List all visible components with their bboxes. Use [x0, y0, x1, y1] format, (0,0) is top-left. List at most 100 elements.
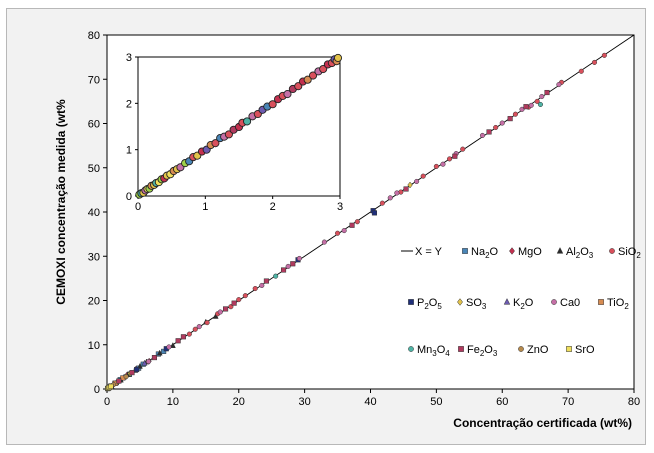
- legend-marker-al2o3: [556, 247, 564, 254]
- legend-marker-sro: [566, 346, 572, 352]
- data-point-sio2: [493, 124, 499, 131]
- data-point-na2o: [161, 348, 167, 354]
- y-axis-title: CEMOXI concentração medida (wt%: [54, 99, 68, 305]
- data-point-fe2o3: [486, 129, 492, 135]
- legend-marker-fe2o3: [458, 346, 464, 352]
- data-point-fe2o3: [290, 261, 296, 267]
- y-tick-label: 70: [88, 74, 100, 86]
- x-tick-label: 10: [167, 396, 179, 408]
- data-point-sio2: [192, 326, 198, 332]
- data-point-cao: [440, 161, 446, 167]
- data-point-fe2o3: [180, 334, 186, 340]
- data-point-sio2: [601, 52, 607, 58]
- data-point-cao: [259, 282, 265, 289]
- legend-label-na2o: Na2O: [471, 246, 499, 260]
- x-tick-label: 30: [299, 396, 311, 408]
- inset-y-tick-label: 0: [126, 191, 132, 203]
- legend-label-p2o5: P2O5: [417, 297, 442, 311]
- data-point-p2o5: [134, 366, 140, 373]
- legend-marker-mn3o4: [408, 346, 414, 352]
- y-tick-label: 80: [88, 30, 100, 42]
- data-point-mn3o4: [537, 101, 544, 108]
- data-point-al2o3: [169, 342, 176, 348]
- data-point-sro: [108, 383, 114, 389]
- data-point-cao: [414, 178, 420, 185]
- data-point-fe2o3: [151, 355, 157, 361]
- data-point-mn3o4: [273, 273, 279, 279]
- data-point-fe2o3: [175, 338, 181, 344]
- data-point-fe2o3: [523, 104, 529, 110]
- legend-marker-sio2: [609, 248, 615, 254]
- inset-x-tick-label: 2: [270, 201, 276, 213]
- data-point-sio2: [534, 98, 540, 104]
- legend-label-mgo: MgO: [518, 246, 542, 258]
- data-point-sio2: [186, 331, 192, 337]
- data-point-fe2o3: [116, 378, 122, 384]
- x-tick-label: 60: [496, 396, 508, 408]
- data-point-sio2: [591, 59, 598, 65]
- data-point-fe2o3: [507, 116, 513, 122]
- data-point-sio2: [433, 163, 439, 169]
- data-point-fe2o3: [403, 186, 409, 192]
- legend-marker-p2o5: [408, 299, 414, 305]
- y-tick-label: 60: [88, 119, 100, 131]
- x-axis-title: Concentração certificada (wt%): [453, 416, 632, 430]
- inset-y-tick-label: 1: [126, 145, 132, 157]
- data-point-fe2o3: [223, 306, 229, 312]
- data-point-sio2: [460, 146, 466, 152]
- legend-label-k2o: K2O: [513, 297, 534, 311]
- data-point-sio2: [242, 293, 248, 299]
- y-tick-label: 20: [88, 296, 100, 308]
- legend-label-al2o3: Al2O3: [566, 246, 594, 260]
- data-point-p2o5: [371, 210, 378, 216]
- inset-data-point: [211, 139, 220, 148]
- data-point-so3: [407, 181, 413, 189]
- legend-marker-zno: [518, 346, 524, 352]
- data-point-k2o: [141, 359, 148, 366]
- legend-label-fe2o3: Fe2O3: [467, 344, 498, 358]
- legend-marker-k2o: [503, 298, 511, 305]
- data-point-cao: [196, 324, 202, 330]
- data-point-cao: [394, 190, 400, 196]
- inset-data-point: [243, 117, 252, 126]
- inset-data-point: [283, 90, 292, 99]
- inset-data-point: [268, 100, 277, 109]
- data-point-cao: [296, 255, 302, 262]
- y-tick-label: 50: [88, 163, 100, 175]
- data-point-cao: [166, 344, 172, 350]
- x-tick-label: 50: [430, 396, 442, 408]
- data-point-cao: [499, 120, 505, 126]
- data-point-sio2: [354, 219, 360, 225]
- legend-label-sio2: SiO2: [618, 246, 641, 260]
- data-point-fe2o3: [129, 370, 135, 376]
- data-point-cao: [285, 263, 291, 269]
- legend-label-x-equals-y: X = Y: [415, 246, 443, 258]
- scatter-chart: 0 10 20 30 40 50 60 70 8001020304050607080Concen…: [54, 30, 641, 430]
- inset-data-point: [309, 71, 318, 80]
- y-tick-label: 40: [88, 207, 100, 219]
- legend-marker-tio2: [598, 299, 604, 305]
- data-point-cao: [539, 93, 545, 100]
- data-point-fe2o3: [263, 278, 269, 284]
- legend-marker-mgo: [509, 247, 515, 255]
- data-point-fe2o3: [349, 222, 355, 228]
- legend-label-mn3o4: Mn3O4: [417, 344, 450, 358]
- inset-data-point: [303, 75, 312, 84]
- inset-y-tick-label: 2: [126, 98, 132, 110]
- data-point-sio2: [512, 111, 518, 117]
- inset-x-tick-label: 1: [202, 201, 208, 213]
- x-tick-label: 20: [233, 396, 245, 408]
- legend-label-tio2: TiO2: [607, 297, 629, 311]
- y-tick-label: 30: [88, 251, 100, 263]
- data-point-cao: [556, 82, 562, 88]
- data-point-al2o3: [156, 349, 163, 356]
- data-point-cao: [528, 102, 534, 108]
- chart-frame: 0 10 20 30 40 50 60 70 80 0 10 20 30 40 50 60 70 80 Concen…: [6, 8, 646, 445]
- inset-data-point: [319, 64, 328, 74]
- legend-label-cao: Ca0: [560, 297, 580, 309]
- data-point-cao: [341, 228, 347, 234]
- data-point-sio2: [335, 230, 341, 236]
- data-point-sio2: [447, 156, 453, 162]
- data-point-sio2: [204, 320, 210, 326]
- x-tick-label: 0: [104, 396, 110, 408]
